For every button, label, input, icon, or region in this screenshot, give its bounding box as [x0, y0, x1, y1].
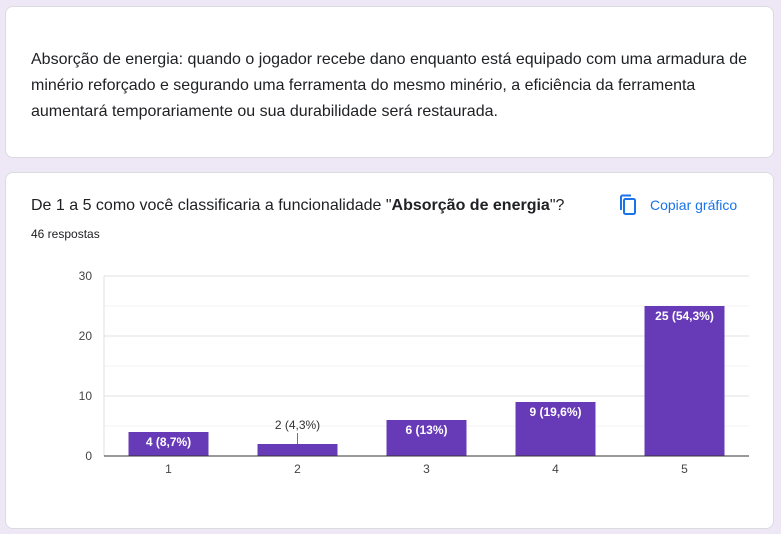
- response-count: 46 respostas: [31, 227, 100, 241]
- x-tick-label: 5: [681, 462, 688, 476]
- bar-1: [128, 432, 209, 456]
- question-title: De 1 a 5 como você classificaria a funci…: [31, 195, 564, 217]
- description-card: Absorção de energia: quando o jogador re…: [5, 6, 774, 158]
- bar-2: [257, 444, 338, 456]
- bar-5: [644, 306, 725, 456]
- y-tick-label: 20: [79, 329, 93, 343]
- x-tick-label: 2: [294, 462, 301, 476]
- description-text: Absorção de energia: quando o jogador re…: [31, 51, 748, 120]
- data-label: 2 (4,3%): [275, 418, 320, 432]
- copy-chart-label: Copiar gráfico: [650, 197, 738, 213]
- data-label: 6 (13%): [405, 423, 447, 437]
- bar-3: [386, 420, 467, 456]
- data-label: 25 (54,3%): [655, 309, 714, 323]
- x-tick-label: 3: [423, 462, 430, 476]
- bar-chart: 0 10 20 30 4 (8,7%) 1 2 (4,3%) 2 6 (13%) 3 9 (19,6…: [79, 269, 749, 476]
- x-tick-label: 1: [165, 462, 172, 476]
- y-tick-label: 30: [79, 269, 93, 283]
- question-title-prefix: De 1 a 5 como você classificaria a funci…: [31, 197, 392, 214]
- question-title-suffix: "?: [549, 197, 565, 214]
- data-label: 9 (19,6%): [529, 405, 581, 419]
- x-tick-label: 4: [552, 462, 559, 476]
- y-tick-label: 0: [85, 449, 92, 463]
- data-label: 4 (8,7%): [146, 435, 191, 449]
- y-tick-label: 10: [79, 389, 93, 403]
- question-title-bold: Absorção de energia: [391, 197, 550, 214]
- copy-icon: [616, 193, 640, 217]
- copy-chart-button[interactable]: Copiar gráfico: [616, 191, 737, 219]
- bar-4: [515, 402, 596, 456]
- question-card: De 1 a 5 como você classificaria a funci…: [5, 172, 774, 529]
